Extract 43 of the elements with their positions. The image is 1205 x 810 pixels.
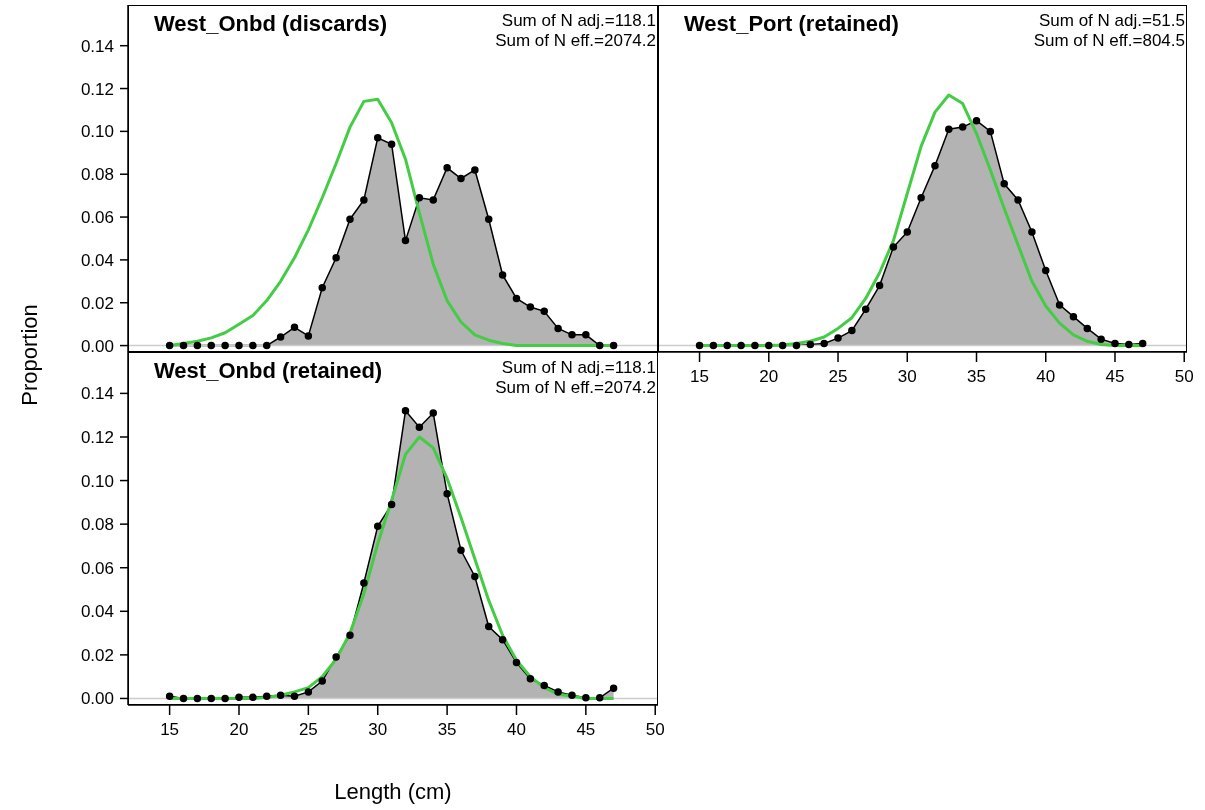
y-tick-label: 0.14 [80,36,114,56]
chart-title: West_Onbd (discards) [154,11,388,37]
y-tick-label: 0.06 [80,208,114,228]
x-tick-label: 50 [645,720,665,740]
x-tick-label: 20 [759,367,779,387]
x-tick-label: 15 [160,720,180,740]
x-tick-label: 35 [437,720,457,740]
chart-title: West_Onbd (retained) [154,358,383,384]
x-tick-label: 45 [1105,367,1125,387]
x-tick-label: 40 [507,720,526,740]
y-tick-label: 0.02 [80,645,114,665]
annotation: Sum of N adj.=51.5 [1038,11,1185,31]
y-tick-label: 0.10 [80,471,114,491]
chart-title: West_Port (retained) [684,11,899,37]
annotation: Sum of N eff.=2074.2 [495,378,656,398]
y-axis-title: Proportion [17,304,43,406]
y-tick-label: 0.02 [80,293,114,313]
annotation: Sum of N eff.=804.5 [1033,31,1185,51]
x-tick-label: 30 [368,720,388,740]
y-tick-label: 0.00 [80,336,114,356]
y-tick-label: 0.00 [80,689,114,709]
annotation: Sum of N eff.=2074.2 [495,31,656,51]
y-tick-label: 0.08 [80,515,114,535]
y-tick-label: 0.14 [80,384,114,404]
y-tick-label: 0.04 [80,250,114,270]
x-tick-label: 35 [967,367,986,387]
x-tick-label: 30 [897,367,917,387]
x-tick-label: 45 [576,720,596,740]
x-tick-label: 15 [690,367,710,387]
y-tick-label: 0.04 [80,602,114,622]
y-tick-label: 0.12 [80,428,114,448]
x-tick-label: 25 [828,367,848,387]
y-tick-label: 0.12 [80,79,114,99]
annotation: Sum of N adj.=118.1 [500,358,656,378]
y-tick-label: 0.08 [80,165,114,185]
x-tick-label: 50 [1174,367,1194,387]
x-tick-label: 40 [1036,367,1056,387]
y-tick-label: 0.10 [80,122,114,142]
y-tick-label: 0.06 [80,558,114,578]
annotation: Sum of N adj.=118.1 [500,11,656,31]
x-axis-title: Length (cm) [334,779,452,805]
x-tick-label: 20 [229,720,249,740]
x-tick-label: 25 [298,720,318,740]
